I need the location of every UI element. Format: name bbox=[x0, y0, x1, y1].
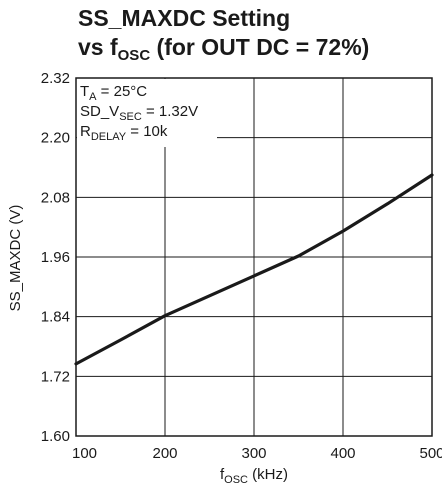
chart-title-line1: SS_MAXDC Setting bbox=[78, 5, 290, 31]
y-tick-label: 1.72 bbox=[41, 368, 70, 385]
y-axis-label: SS_MAXDC (V) bbox=[7, 205, 24, 312]
x-tick-label: 400 bbox=[330, 445, 355, 462]
y-tick-label: 1.96 bbox=[41, 249, 70, 266]
chart-title-line2: vs fOSC (for OUT DC = 72%) bbox=[78, 34, 369, 64]
annotation-line: TA = 25°C bbox=[80, 83, 147, 103]
y-tick-label: 1.60 bbox=[41, 428, 70, 445]
y-tick-label: 2.32 bbox=[41, 70, 70, 87]
x-axis-label: fOSC (kHz) bbox=[220, 466, 288, 486]
annotation-line: SD_VSEC = 1.32V bbox=[80, 103, 198, 123]
x-tick-labels: 100 200 300 400 500 bbox=[72, 445, 442, 462]
x-tick-label: 300 bbox=[241, 445, 266, 462]
y-tick-label: 1.84 bbox=[41, 309, 70, 326]
y-tick-label: 2.20 bbox=[41, 130, 70, 147]
y-tick-labels: 1.60 1.72 1.84 1.96 2.08 2.20 2.32 bbox=[41, 70, 70, 445]
series-line bbox=[74, 173, 434, 366]
y-tick-label: 2.08 bbox=[41, 189, 70, 206]
x-tick-label: 200 bbox=[152, 445, 177, 462]
annotation-line: RDELAY = 10k bbox=[80, 123, 168, 143]
legend-box bbox=[77, 79, 217, 147]
x-tick-label: 500 bbox=[419, 445, 442, 462]
x-tick-label: 100 bbox=[72, 445, 97, 462]
plot-frame bbox=[75, 77, 433, 437]
